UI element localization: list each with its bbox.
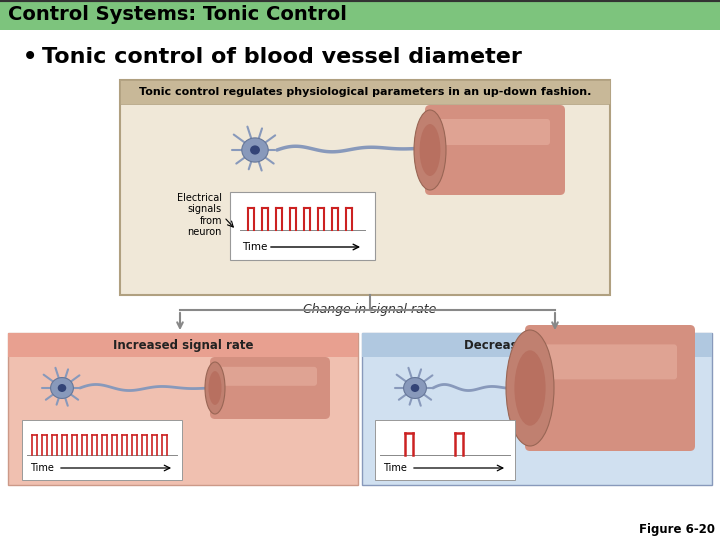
FancyBboxPatch shape xyxy=(230,192,375,260)
Text: Time: Time xyxy=(383,463,407,473)
Ellipse shape xyxy=(414,110,446,190)
Text: Tonic control regulates physiological parameters in an up-down fashion.: Tonic control regulates physiological pa… xyxy=(139,87,591,97)
Text: Electrical
signals
from
neuron: Electrical signals from neuron xyxy=(177,193,222,238)
Text: Increased signal rate: Increased signal rate xyxy=(113,339,253,352)
FancyBboxPatch shape xyxy=(527,345,677,380)
Text: Time: Time xyxy=(30,463,54,473)
Text: Decreased signal rate: Decreased signal rate xyxy=(464,339,610,352)
Text: Change in signal rate: Change in signal rate xyxy=(303,303,437,316)
FancyBboxPatch shape xyxy=(22,420,182,480)
FancyBboxPatch shape xyxy=(362,333,712,357)
FancyBboxPatch shape xyxy=(120,80,610,295)
Ellipse shape xyxy=(420,124,441,176)
FancyBboxPatch shape xyxy=(375,420,515,480)
FancyBboxPatch shape xyxy=(362,333,712,485)
Text: Control Systems: Tonic Control: Control Systems: Tonic Control xyxy=(8,5,347,24)
FancyBboxPatch shape xyxy=(525,325,695,451)
Ellipse shape xyxy=(404,377,426,399)
FancyBboxPatch shape xyxy=(0,0,720,30)
FancyBboxPatch shape xyxy=(210,357,330,419)
FancyBboxPatch shape xyxy=(212,367,317,386)
Ellipse shape xyxy=(50,377,73,399)
Text: Tonic control of blood vessel diameter: Tonic control of blood vessel diameter xyxy=(42,47,522,67)
Text: Figure 6-20: Figure 6-20 xyxy=(639,523,715,536)
Ellipse shape xyxy=(250,145,260,154)
Ellipse shape xyxy=(514,350,546,426)
FancyBboxPatch shape xyxy=(427,119,550,145)
FancyBboxPatch shape xyxy=(425,105,565,195)
Ellipse shape xyxy=(205,362,225,414)
Text: Time: Time xyxy=(242,242,267,252)
FancyBboxPatch shape xyxy=(8,333,358,485)
FancyBboxPatch shape xyxy=(8,333,358,357)
FancyBboxPatch shape xyxy=(120,80,610,104)
Ellipse shape xyxy=(410,384,419,392)
Text: •: • xyxy=(22,43,38,71)
Ellipse shape xyxy=(242,138,268,162)
Ellipse shape xyxy=(506,330,554,446)
Ellipse shape xyxy=(58,384,66,392)
Ellipse shape xyxy=(209,371,222,405)
